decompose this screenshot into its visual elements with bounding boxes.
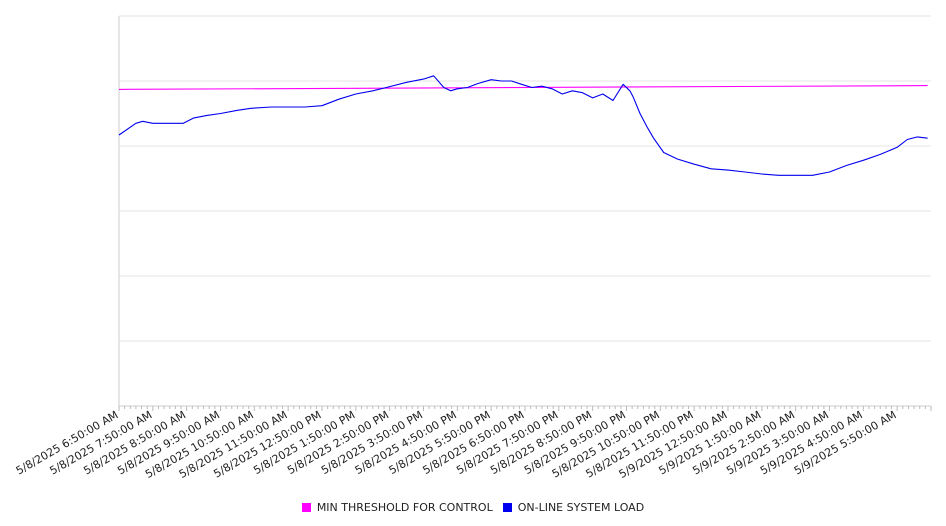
legend-item-min-threshold[interactable]: MIN THRESHOLD FOR CONTROL bbox=[301, 500, 493, 514]
legend-swatch-online-system-load bbox=[502, 502, 512, 512]
series-line-online-system-load bbox=[118, 75, 928, 176]
y-gridlines bbox=[119, 15, 931, 342]
series-line-min-threshold bbox=[118, 85, 928, 90]
x-axis-ticks bbox=[118, 406, 932, 411]
series-lines bbox=[118, 75, 928, 176]
legend-item-online-system-load[interactable]: ON-LINE SYSTEM LOAD bbox=[502, 500, 645, 514]
legend-label-min-threshold: MIN THRESHOLD FOR CONTROL bbox=[316, 500, 493, 514]
legend-swatch-min-threshold bbox=[301, 502, 311, 512]
x-axis-tick-labels: 5/8/2025 6:50:00 AM5/8/2025 7:50:00 AM5/… bbox=[14, 408, 899, 481]
legend: MIN THRESHOLD FOR CONTROL ON-LINE SYSTEM… bbox=[0, 498, 946, 516]
legend-label-online-system-load: ON-LINE SYSTEM LOAD bbox=[517, 500, 645, 514]
